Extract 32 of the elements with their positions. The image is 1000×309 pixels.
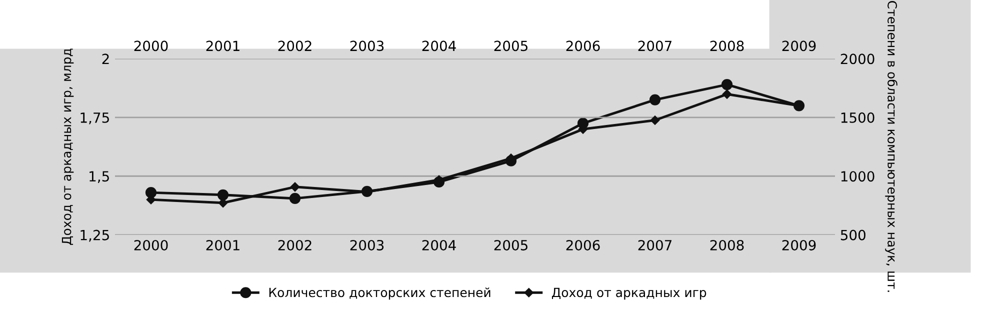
category-label: 2004 — [422, 40, 456, 52]
y-tick-label: 1,25 — [80, 230, 109, 242]
y-tick-label: 1,5 — [90, 171, 109, 184]
category-label: 2008 — [710, 40, 744, 52]
category-label: 2006 — [566, 40, 600, 52]
y2-tick-label: 500 — [840, 230, 866, 240]
y2-tick-label: 1500 — [841, 112, 874, 123]
x-tick-label: 2001 — [206, 240, 240, 250]
y2-tick-label: 1000 — [841, 171, 874, 182]
x-tick-label: 2007 — [638, 240, 672, 250]
x-tick-label: 2003 — [350, 240, 384, 250]
y2-axis-title: Степени в области компьютерных наук, шт. — [885, 1, 898, 292]
legend-label: Доход от аркадных игр — [552, 288, 706, 300]
y-axis-title: Доход от аркадных игр, млрд — [62, 48, 74, 245]
category-label: 2005 — [494, 40, 528, 52]
y2-tick-label: 2000 — [840, 54, 874, 64]
category-label: 2000 — [134, 40, 168, 52]
category-label: 2003 — [350, 40, 384, 52]
x-tick-label: 2009 — [782, 240, 816, 250]
x-tick-label: 2005 — [494, 240, 528, 250]
x-tick-label: 2004 — [422, 240, 456, 250]
category-label: 2007 — [638, 40, 672, 52]
category-label: 2009 — [782, 40, 816, 52]
y-tick-label: 2 — [102, 54, 109, 64]
x-tick-label: 2008 — [710, 240, 744, 250]
category-label: 2001 — [206, 40, 240, 52]
legend-label: Количество докторских степеней — [269, 288, 490, 300]
x-tick-label: 2000 — [134, 240, 168, 250]
y-tick-label: 1,75 — [80, 112, 109, 124]
category-label: 2002 — [278, 40, 312, 52]
x-tick-label: 2002 — [278, 240, 312, 250]
x-tick-label: 2006 — [566, 240, 600, 250]
